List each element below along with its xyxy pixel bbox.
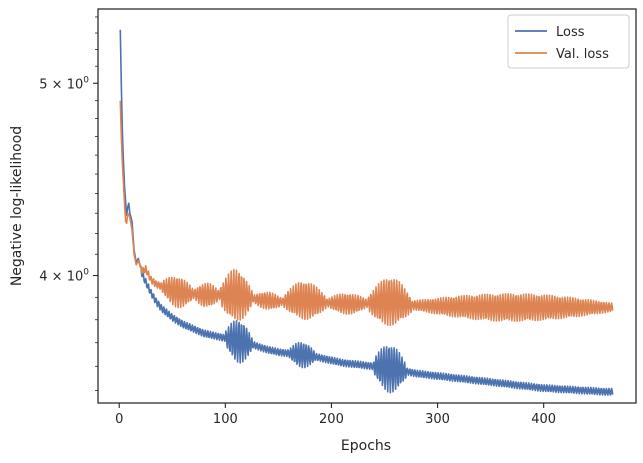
y-axis-ticks: 4 × 100 5 × 100 xyxy=(39,16,98,392)
legend-label-val-loss: Val. loss xyxy=(556,47,609,62)
x-tick-label-3: 300 xyxy=(425,412,450,427)
y-axis-label: Negative log-likelihood xyxy=(9,126,25,286)
legend-label-loss: Loss xyxy=(556,25,585,40)
x-tick-label-2: 200 xyxy=(319,412,344,427)
series-line-0 xyxy=(119,29,614,396)
x-axis-ticks: 0 100 200 300 400 xyxy=(115,403,556,427)
x-tick-label-0: 0 xyxy=(115,412,123,427)
legend-frame xyxy=(507,14,630,69)
plot-area-border xyxy=(97,8,637,404)
series-layer xyxy=(119,29,614,396)
series-line-1 xyxy=(119,100,614,326)
y-tick-label-1: 5 × 100 xyxy=(39,75,89,92)
x-tick-label-4: 400 xyxy=(531,412,556,427)
x-axis-label: Epochs xyxy=(341,438,391,454)
y-tick-label-0: 4 × 100 xyxy=(39,268,89,285)
legend: Loss Val. loss xyxy=(507,14,630,69)
x-tick-label-1: 100 xyxy=(213,412,238,427)
